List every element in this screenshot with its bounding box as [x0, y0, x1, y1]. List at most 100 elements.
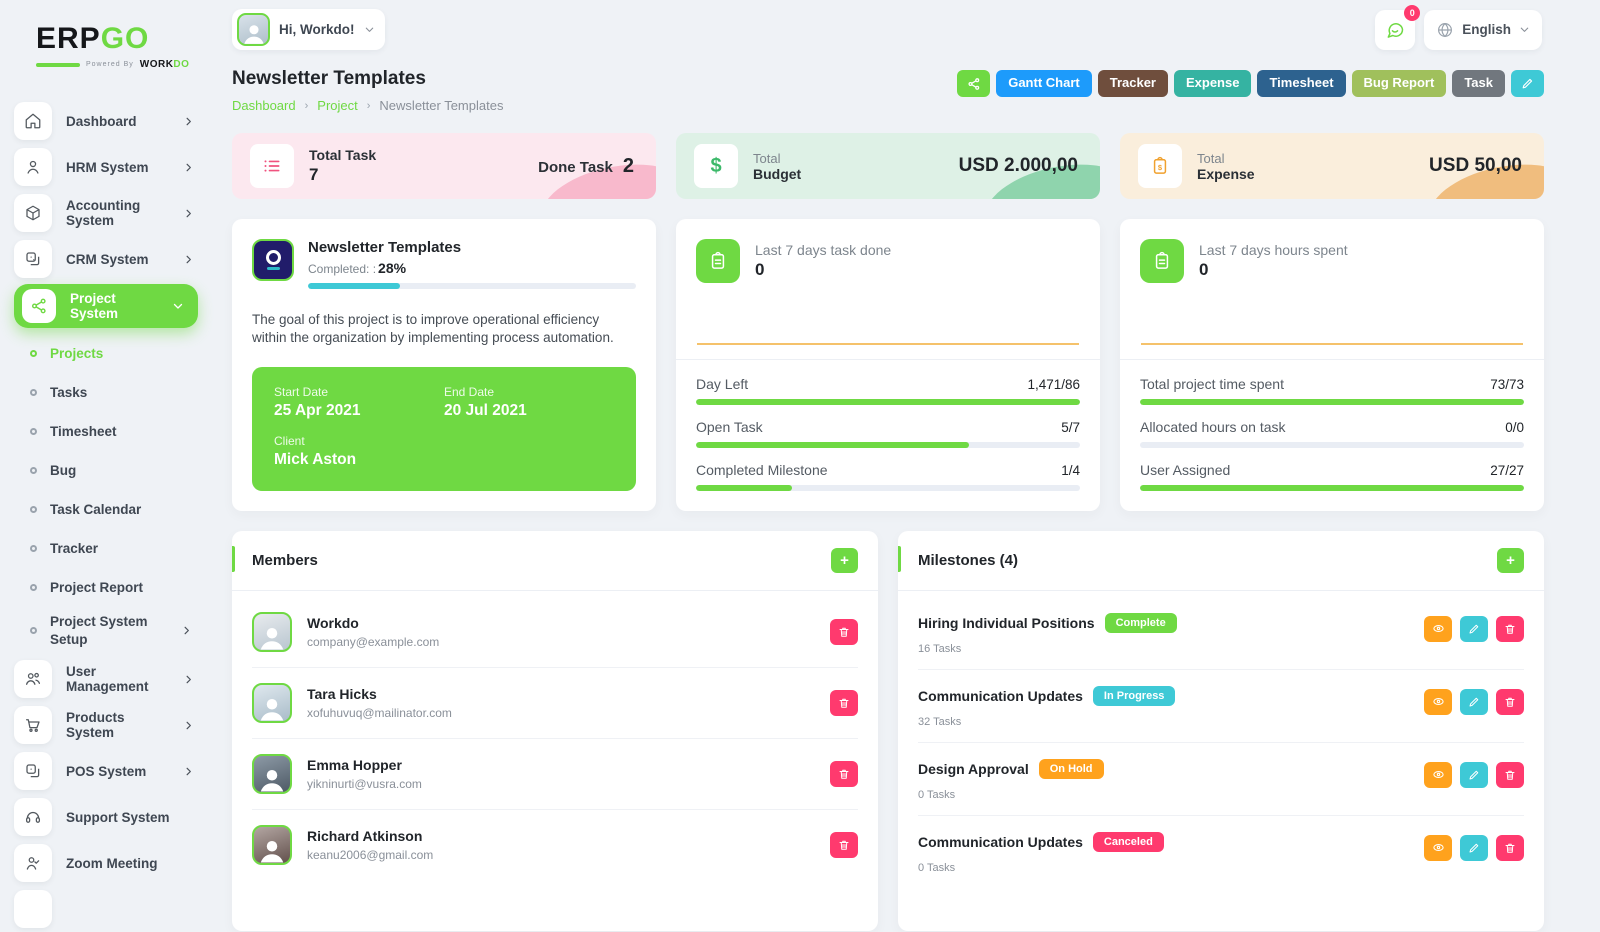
- sidebar-item-products-system[interactable]: Products System: [0, 702, 212, 748]
- trash-icon: [839, 627, 849, 637]
- edit-milestone-button[interactable]: [1460, 688, 1488, 715]
- client-value: Mick Aston: [274, 450, 357, 468]
- sidebar-item-project-system-setup[interactable]: Project System Setup: [0, 607, 212, 654]
- sidebar-item-user-management[interactable]: User Management: [0, 656, 212, 702]
- member-name: Tara Hicks: [307, 685, 377, 702]
- sidebar-item-projects[interactable]: Projects: [0, 334, 212, 373]
- brand-logo[interactable]: ERPGO Powered By WORKDO: [0, 10, 212, 76]
- milestone-name: Design Approval: [918, 760, 1029, 777]
- row-value: 27/27: [1490, 463, 1524, 478]
- divider: [676, 359, 1100, 360]
- sidebar-item-project-system[interactable]: Project System: [14, 284, 198, 328]
- sidebar-item-accounting-system[interactable]: Accounting System: [0, 190, 212, 236]
- language-selector[interactable]: English: [1424, 9, 1542, 50]
- task-summary-value: 0: [755, 260, 765, 279]
- member-row: Workdo company@example.com: [252, 597, 858, 668]
- delete-milestone-button[interactable]: [1496, 834, 1524, 861]
- main-area: Hi, Workdo! 0 English Newsletter Templat…: [212, 0, 1600, 931]
- row-value: 5/7: [1061, 420, 1080, 435]
- member-row: Tara Hicks xofuhuvuq@mailinator.com: [252, 668, 858, 739]
- delete-member-button[interactable]: [830, 831, 858, 858]
- bullet-icon: [30, 584, 37, 591]
- sidebar-item-cutoff[interactable]: [0, 886, 212, 932]
- delete-milestone-button[interactable]: [1496, 688, 1524, 715]
- sidebar-item-crm-system[interactable]: CRM System: [0, 236, 212, 282]
- headset-icon: [14, 798, 52, 837]
- page-title: Newsletter Templates: [232, 68, 426, 89]
- sidebar-item-bug[interactable]: Bug: [0, 451, 212, 490]
- messages-button[interactable]: 0: [1375, 4, 1421, 50]
- pencil-icon: [1522, 78, 1533, 89]
- bug-report-button[interactable]: Bug Report: [1351, 70, 1447, 97]
- add-milestone-button[interactable]: +: [1497, 547, 1524, 573]
- view-milestone-button[interactable]: [1424, 761, 1452, 788]
- status-badge: On Hold: [1038, 758, 1104, 779]
- share-button[interactable]: [957, 70, 991, 97]
- tracker-button[interactable]: Tracker: [1097, 70, 1168, 97]
- trash-icon: [1505, 843, 1515, 853]
- view-milestone-button[interactable]: [1424, 615, 1452, 642]
- edit-milestone-button[interactable]: [1460, 615, 1488, 642]
- stat-label-bottom: Expense: [1197, 165, 1255, 182]
- gantt-chart-button[interactable]: Gantt Chart: [996, 70, 1092, 97]
- milestone-task-count: 0 Tasks: [918, 788, 956, 801]
- end-date-block: End Date 20 Jul 2021: [444, 385, 614, 420]
- member-email: keanu2006@gmail.com: [307, 847, 434, 862]
- task-button[interactable]: Task: [1452, 70, 1505, 97]
- milestone-name: Hiring Individual Positions: [918, 614, 1095, 631]
- sidebar-item-timesheet[interactable]: Timesheet: [0, 412, 212, 451]
- member-name: Emma Hopper: [307, 756, 402, 773]
- stat-label: Total Task: [309, 147, 377, 163]
- sub-item-label: Tasks: [50, 385, 88, 400]
- budget-amount: USD 2.000,00: [958, 155, 1078, 176]
- project-logo-icon: [252, 239, 294, 281]
- end-date-value: 20 Jul 2021: [444, 401, 527, 419]
- hours-summary-value: 0: [1199, 260, 1209, 279]
- sidebar-item-label: Dashboard: [66, 113, 137, 129]
- row-label: Day Left: [696, 376, 749, 392]
- member-row: Richard Atkinson keanu2006@gmail.com: [252, 810, 858, 880]
- sidebar-item-project-report[interactable]: Project Report: [0, 568, 212, 607]
- milestone-row: Communication Updates Canceled 0 Tasks: [918, 816, 1524, 888]
- sidebar-item-support-system[interactable]: Support System: [0, 794, 212, 840]
- pencil-icon: [1469, 624, 1479, 634]
- row-label: Total project time spent: [1140, 376, 1284, 392]
- expense-button[interactable]: Expense: [1173, 70, 1252, 97]
- user-menu[interactable]: Hi, Workdo!: [232, 9, 385, 50]
- task-summary-card: Last 7 days task done 0 Day Left 1,471/86…: [676, 219, 1100, 511]
- dollar-glyph: $: [710, 154, 722, 177]
- delete-member-button[interactable]: [830, 618, 858, 645]
- milestone-task-count: 16 Tasks: [918, 642, 962, 655]
- sidebar-item-tasks[interactable]: Tasks: [0, 373, 212, 412]
- progress-track: [696, 399, 1080, 405]
- avatar: [252, 753, 292, 794]
- add-member-button[interactable]: +: [831, 547, 858, 573]
- delete-milestone-button[interactable]: [1496, 615, 1524, 642]
- sidebar-item-dashboard[interactable]: Dashboard: [0, 98, 212, 144]
- timesheet-button[interactable]: Timesheet: [1257, 70, 1346, 97]
- sidebar-item-tracker[interactable]: Tracker: [0, 529, 212, 568]
- sidebar-item-pos-system[interactable]: POS System: [0, 748, 212, 794]
- sidebar-item-task-calendar[interactable]: Task Calendar: [0, 490, 212, 529]
- delete-member-button[interactable]: [830, 689, 858, 716]
- edit-button[interactable]: [1511, 70, 1544, 97]
- project-system-submenu: Projects Tasks Timesheet Bug Task Calend…: [0, 330, 212, 656]
- delete-milestone-button[interactable]: [1496, 761, 1524, 788]
- pencil-icon: [1469, 770, 1479, 780]
- view-milestone-button[interactable]: [1424, 834, 1452, 861]
- expense-amount: USD 50,00: [1429, 155, 1522, 176]
- view-milestone-button[interactable]: [1424, 688, 1452, 715]
- edit-milestone-button[interactable]: [1460, 834, 1488, 861]
- topbar-right: 0 English: [1375, 4, 1542, 50]
- edit-milestone-button[interactable]: [1460, 761, 1488, 788]
- trash-icon: [839, 769, 849, 779]
- delete-member-button[interactable]: [830, 760, 858, 787]
- breadcrumb-dashboard[interactable]: Dashboard: [232, 98, 296, 113]
- project-progress-fill: [308, 283, 400, 289]
- sidebar-item-zoom-meeting[interactable]: Zoom Meeting: [0, 840, 212, 886]
- workdo-label: WORKDO: [140, 59, 190, 70]
- breadcrumb-project[interactable]: Project: [317, 98, 358, 113]
- task-summary-label: Last 7 days task done: [755, 242, 892, 258]
- sidebar-item-hrm-system[interactable]: HRM System: [0, 144, 212, 190]
- client-label: Client: [274, 433, 305, 448]
